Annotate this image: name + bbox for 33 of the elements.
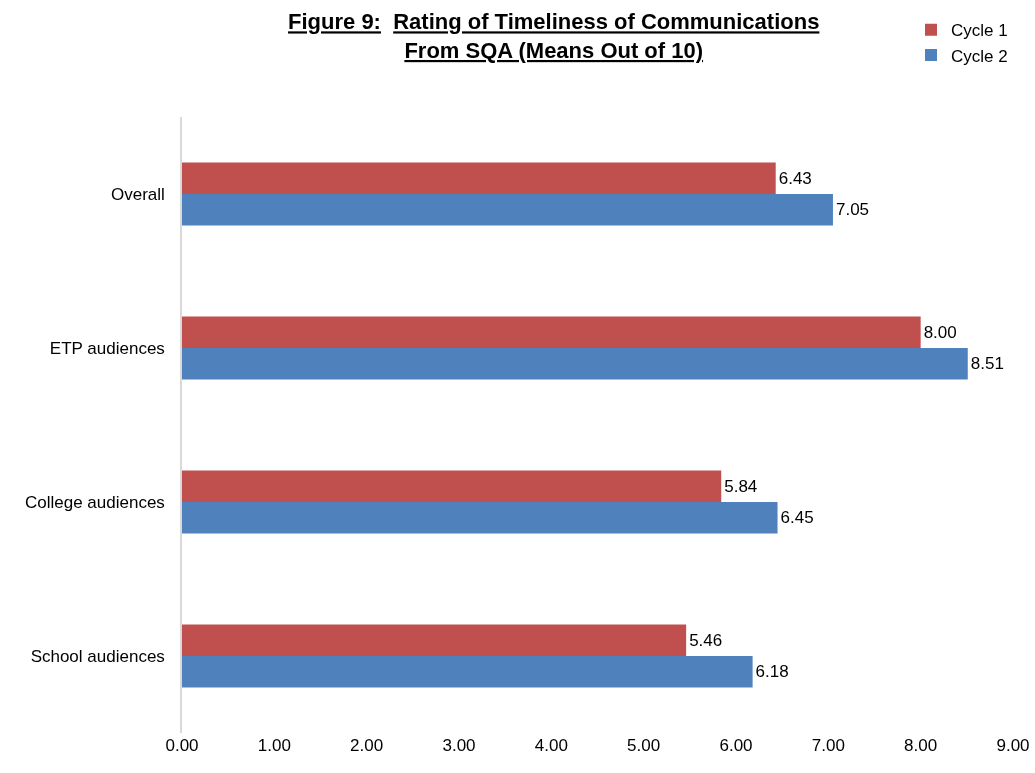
bar xyxy=(182,194,833,226)
data-label: 6.18 xyxy=(755,662,789,682)
x-tick-label: 4.00 xyxy=(534,736,568,755)
legend-label: Cycle 1 xyxy=(951,21,1008,41)
x-tick-label: 0.00 xyxy=(165,736,199,755)
bar xyxy=(182,656,753,688)
data-label: 5.46 xyxy=(689,630,723,650)
bar xyxy=(182,624,687,656)
y-tick-label: Overall xyxy=(110,184,165,204)
bar xyxy=(182,470,722,502)
x-tick-label: 3.00 xyxy=(442,736,476,755)
x-tick-label: 6.00 xyxy=(719,736,753,755)
bar xyxy=(182,316,921,348)
bar xyxy=(182,502,778,534)
data-label: 7.05 xyxy=(835,200,870,220)
y-tick-label: College audiences xyxy=(24,492,165,512)
data-label: 6.43 xyxy=(778,168,812,188)
bar xyxy=(182,348,968,380)
x-tick-label: 8.00 xyxy=(904,736,938,755)
legend-label: Cycle 2 xyxy=(951,46,1008,66)
x-tick-label: 5.00 xyxy=(627,736,661,755)
data-label: 6.45 xyxy=(780,508,814,528)
y-tick-label: ETP audiences xyxy=(49,338,165,358)
x-tick-label: 7.00 xyxy=(811,736,845,755)
data-label: 8.00 xyxy=(923,322,957,342)
data-label: 5.84 xyxy=(724,476,758,496)
chart-title: Figure 9: Rating of Timeliness of Communications From SQA (Means Out of 10) xyxy=(288,9,820,63)
x-tick-label: 2.00 xyxy=(350,736,384,755)
y-tick-label: School audiences xyxy=(30,646,165,666)
bar xyxy=(182,162,776,194)
data-label: 8.51 xyxy=(970,354,1004,374)
x-tick-label: 1.00 xyxy=(257,736,291,755)
x-tick-label: 9.00 xyxy=(996,736,1030,755)
